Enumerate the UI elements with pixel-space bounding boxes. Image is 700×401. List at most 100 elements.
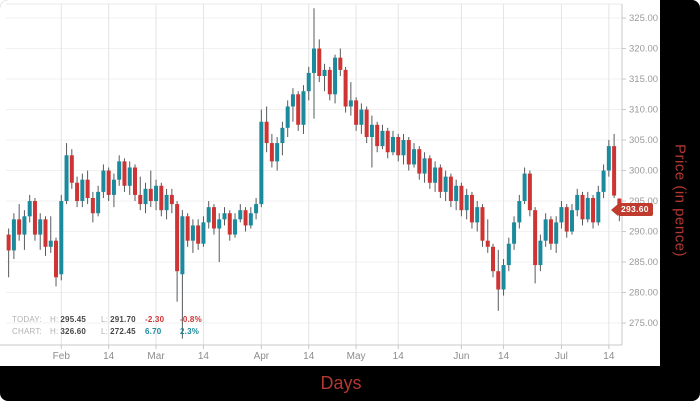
candle[interactable] (427, 158, 432, 183)
candle[interactable] (412, 149, 417, 165)
candle[interactable] (359, 109, 364, 125)
candle[interactable] (280, 127, 285, 144)
candle[interactable] (11, 219, 16, 251)
candle[interactable] (517, 201, 522, 223)
candle[interactable] (501, 265, 506, 290)
candle[interactable] (333, 57, 338, 95)
candle[interactable] (27, 201, 32, 217)
candle[interactable] (385, 130, 390, 153)
candle[interactable] (196, 225, 201, 244)
candle[interactable] (559, 207, 564, 223)
candle[interactable] (175, 204, 180, 272)
candle[interactable] (585, 197, 590, 220)
candle[interactable] (117, 161, 122, 180)
candle[interactable] (306, 72, 311, 92)
candle[interactable] (438, 167, 443, 192)
candle[interactable] (127, 167, 132, 186)
candle[interactable] (206, 207, 211, 223)
candle[interactable] (148, 188, 153, 202)
candle[interactable] (296, 94, 301, 125)
candle[interactable] (433, 167, 438, 183)
candle[interactable] (96, 191, 101, 214)
candle[interactable] (406, 140, 411, 165)
candle[interactable] (401, 140, 406, 156)
candle[interactable] (238, 210, 243, 220)
candle[interactable] (580, 194, 585, 220)
candle[interactable] (496, 271, 501, 290)
candle[interactable] (464, 194, 469, 211)
candle[interactable] (506, 243, 511, 266)
candle[interactable] (248, 213, 253, 226)
candle[interactable] (312, 48, 316, 73)
candle[interactable] (375, 124, 380, 147)
candle[interactable] (185, 216, 190, 241)
candle[interactable] (338, 57, 343, 70)
candle[interactable] (190, 225, 195, 241)
candlestick-chart[interactable]: 325.00 320.00 315.00 310.00 305.00 300.00 295.… (0, 0, 660, 366)
candle[interactable] (343, 69, 348, 107)
candle[interactable] (591, 197, 596, 223)
candle[interactable] (243, 210, 248, 226)
candle[interactable] (601, 170, 606, 192)
candle[interactable] (301, 91, 306, 125)
candle[interactable] (512, 222, 517, 244)
candle[interactable] (275, 143, 280, 162)
candle[interactable] (364, 109, 369, 137)
candle[interactable] (527, 173, 532, 211)
candle[interactable] (380, 130, 385, 147)
candle[interactable] (348, 100, 353, 107)
candle[interactable] (485, 240, 490, 247)
candle[interactable] (548, 219, 553, 244)
candle[interactable] (612, 146, 617, 196)
candle[interactable] (6, 234, 11, 251)
candle[interactable] (259, 121, 264, 205)
candle[interactable] (211, 207, 216, 229)
candle[interactable] (85, 179, 90, 198)
candle[interactable] (390, 136, 395, 153)
candle[interactable] (269, 143, 274, 162)
candle[interactable] (90, 197, 95, 214)
candle[interactable] (491, 246, 496, 272)
candle[interactable] (290, 94, 295, 107)
candle[interactable] (480, 207, 485, 241)
candle[interactable] (80, 179, 85, 202)
candle[interactable] (122, 161, 127, 186)
candle[interactable] (32, 201, 37, 235)
candle[interactable] (17, 219, 22, 235)
candle[interactable] (533, 210, 538, 266)
candle[interactable] (101, 170, 106, 192)
candle[interactable] (564, 207, 569, 232)
candle[interactable] (606, 146, 611, 171)
candle[interactable] (227, 213, 232, 235)
candle[interactable] (59, 201, 64, 275)
candle[interactable] (48, 240, 53, 247)
candle[interactable] (443, 176, 448, 192)
candle[interactable] (475, 207, 480, 223)
candle[interactable] (69, 155, 74, 183)
candle[interactable] (554, 222, 559, 244)
candle[interactable] (422, 158, 427, 174)
candle[interactable] (38, 219, 43, 235)
candle[interactable] (111, 179, 116, 195)
candle[interactable] (354, 100, 359, 125)
candle[interactable] (264, 121, 269, 144)
candle[interactable] (164, 194, 169, 211)
candle[interactable] (327, 69, 332, 95)
candle[interactable] (538, 240, 543, 266)
candle[interactable] (132, 167, 137, 195)
candle[interactable] (75, 182, 80, 202)
candle[interactable] (233, 219, 238, 235)
candle[interactable] (417, 149, 422, 174)
candle[interactable] (54, 240, 59, 278)
candle[interactable] (254, 204, 259, 214)
candle[interactable] (322, 69, 327, 76)
candle[interactable] (169, 194, 174, 205)
candle[interactable] (159, 185, 164, 211)
candle[interactable] (138, 194, 143, 205)
candle[interactable] (217, 219, 222, 229)
candle[interactable] (543, 219, 548, 241)
candle[interactable] (106, 170, 111, 195)
candle[interactable] (469, 194, 474, 223)
candle[interactable] (285, 106, 290, 128)
candle[interactable] (396, 136, 401, 156)
